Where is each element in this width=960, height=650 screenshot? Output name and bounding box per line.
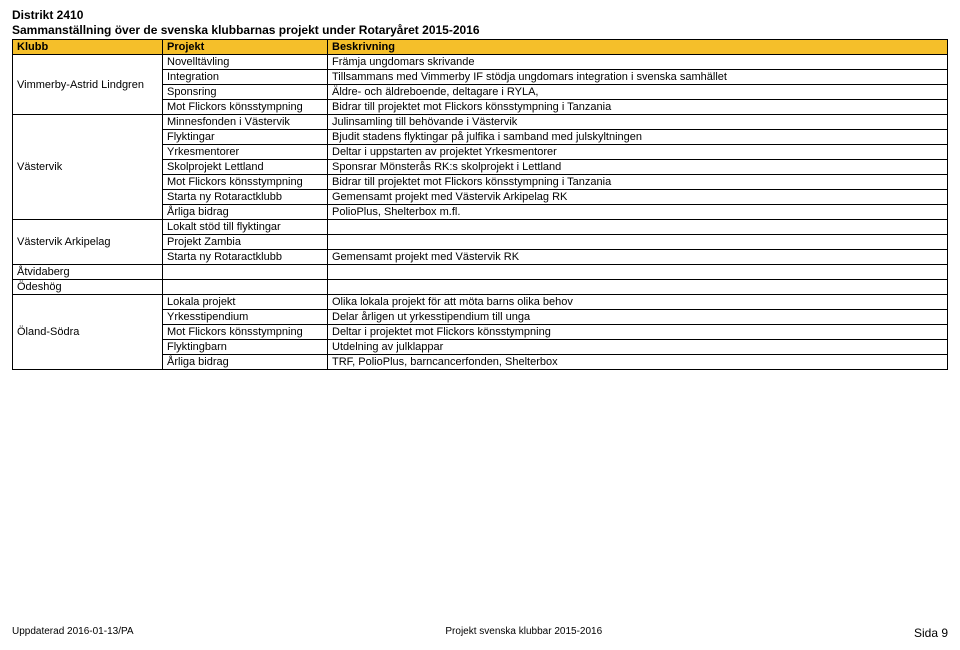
projekt-cell [163,280,328,295]
projekt-cell: Projekt Zambia [163,235,328,250]
page-footer: Uppdaterad 2016-01-13/PA Projekt svenska… [12,626,948,640]
beskrivning-cell: Gemensamt projekt med Västervik RK [328,250,948,265]
table-row: Vimmerby-Astrid LindgrenNovelltävlingFrä… [13,55,948,70]
club-cell: Västervik [13,115,163,220]
table-row: VästervikMinnesfonden i VästervikJulinsa… [13,115,948,130]
projekt-cell: Mot Flickors könsstympning [163,175,328,190]
projekt-cell: Årliga bidrag [163,355,328,370]
col-header: Beskrivning [328,40,948,55]
beskrivning-cell: Utdelning av julklappar [328,340,948,355]
projekt-cell: Flyktingbarn [163,340,328,355]
col-header: Projekt [163,40,328,55]
beskrivning-cell: Tillsammans med Vimmerby IF stödja ungdo… [328,70,948,85]
club-cell: Åtvidaberg [13,265,163,280]
subtitle: Sammanställning över de svenska klubbarn… [12,23,948,37]
projekt-cell: Yrkesmentorer [163,145,328,160]
projects-table: KlubbProjektBeskrivning Vimmerby-Astrid … [12,39,948,370]
beskrivning-cell: TRF, PolioPlus, barncancerfonden, Shelte… [328,355,948,370]
table-row: Västervik ArkipelagLokalt stöd till flyk… [13,220,948,235]
projekt-cell: Minnesfonden i Västervik [163,115,328,130]
beskrivning-cell: Deltar i uppstarten av projektet Yrkesme… [328,145,948,160]
projekt-cell: Skolprojekt Lettland [163,160,328,175]
beskrivning-cell: Olika lokala projekt för att möta barns … [328,295,948,310]
club-cell: Öland-Södra [13,295,163,370]
col-header: Klubb [13,40,163,55]
district-title: Distrikt 2410 [12,8,948,22]
beskrivning-cell: Sponsrar Mönsterås RK:s skolprojekt i Le… [328,160,948,175]
table-row: Ödeshög [13,280,948,295]
projekt-cell: Starta ny Rotaractklubb [163,250,328,265]
beskrivning-cell: Gemensamt projekt med Västervik Arkipela… [328,190,948,205]
projekt-cell: Årliga bidrag [163,205,328,220]
projekt-cell [163,265,328,280]
projekt-cell: Flyktingar [163,130,328,145]
footer-left: Uppdaterad 2016-01-13/PA [12,626,134,640]
beskrivning-cell: Delar årligen ut yrkesstipendium till un… [328,310,948,325]
beskrivning-cell: Julinsamling till behövande i Västervik [328,115,948,130]
beskrivning-cell: PolioPlus, Shelterbox m.fl. [328,205,948,220]
table-row: Öland-SödraLokala projektOlika lokala pr… [13,295,948,310]
table-header-row: KlubbProjektBeskrivning [13,40,948,55]
projekt-cell: Yrkesstipendium [163,310,328,325]
projekt-cell: Integration [163,70,328,85]
projekt-cell: Mot Flickors könsstympning [163,325,328,340]
projekt-cell: Novelltävling [163,55,328,70]
club-cell: Västervik Arkipelag [13,220,163,265]
beskrivning-cell: Bjudit stadens flyktingar på julfika i s… [328,130,948,145]
beskrivning-cell [328,265,948,280]
beskrivning-cell: Deltar i projektet mot Flickors könsstym… [328,325,948,340]
beskrivning-cell: Äldre- och äldreboende, deltagare i RYLA… [328,85,948,100]
beskrivning-cell [328,220,948,235]
beskrivning-cell: Bidrar till projektet mot Flickors könss… [328,100,948,115]
beskrivning-cell: Främja ungdomars skrivande [328,55,948,70]
footer-center: Projekt svenska klubbar 2015-2016 [445,626,602,640]
projekt-cell: Mot Flickors könsstympning [163,100,328,115]
projekt-cell: Starta ny Rotaractklubb [163,190,328,205]
beskrivning-cell [328,235,948,250]
beskrivning-cell [328,280,948,295]
projekt-cell: Lokala projekt [163,295,328,310]
beskrivning-cell: Bidrar till projektet mot Flickors könss… [328,175,948,190]
club-cell: Vimmerby-Astrid Lindgren [13,55,163,115]
projekt-cell: Lokalt stöd till flyktingar [163,220,328,235]
footer-right: Sida 9 [914,626,948,640]
club-cell: Ödeshög [13,280,163,295]
table-body: Vimmerby-Astrid LindgrenNovelltävlingFrä… [13,55,948,370]
table-row: Åtvidaberg [13,265,948,280]
projekt-cell: Sponsring [163,85,328,100]
